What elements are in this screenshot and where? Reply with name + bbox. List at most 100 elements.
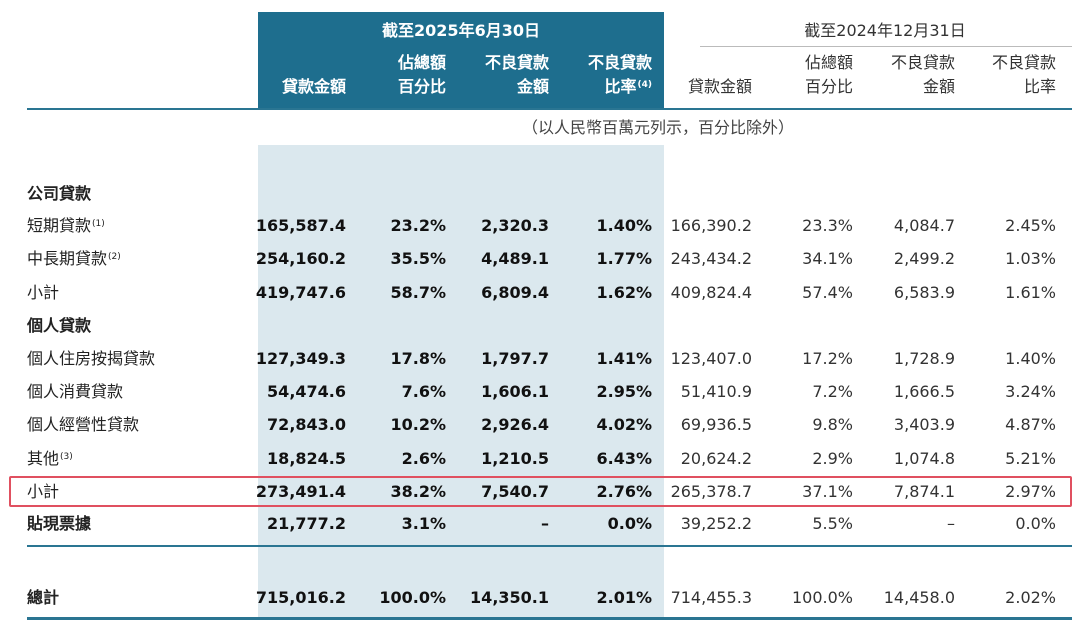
table-cell: 273,491.4	[255, 482, 346, 501]
table-cell: 4,084.7	[893, 216, 955, 235]
col-header-line1: 佔總額	[804, 53, 853, 72]
row-label: 中長期貸款(2)	[27, 249, 121, 269]
table-cell: 1.41%	[596, 349, 652, 368]
col-header-line2: 百分比	[356, 77, 446, 97]
table-cell: 34.1%	[802, 249, 853, 268]
total-cell: 100.0%	[791, 588, 853, 607]
row-label-text: 公司貸款	[27, 184, 92, 203]
total-cell: 14,350.1	[470, 588, 549, 607]
row-label: 個人貸款	[27, 316, 91, 336]
table-cell: 1,728.9	[893, 349, 955, 368]
table-cell: 2.76%	[596, 482, 652, 501]
table-cell: 6,583.9	[893, 283, 955, 302]
table-cell: 2.45%	[1005, 216, 1056, 235]
row-label-text: 貼現票據	[27, 514, 92, 533]
row-label-text: 個人住房按揭貸款	[27, 349, 156, 368]
row-label-text: 個人貸款	[27, 316, 92, 335]
table-cell: 20,624.2	[680, 449, 752, 468]
row-label: 公司貸款	[27, 184, 91, 204]
table-cell: 0.0%	[1015, 514, 1056, 533]
table-cell: 3.24%	[1005, 382, 1056, 401]
row-label: 小計	[27, 482, 59, 502]
table-cell: 265,378.7	[670, 482, 752, 501]
table-cell: 1.61%	[1005, 283, 1056, 302]
table-cell: 2,926.4	[481, 415, 549, 434]
col-header-line2: 百分比	[763, 77, 853, 97]
col-header-label: 金額	[516, 77, 549, 96]
table-cell: 54,474.6	[267, 382, 346, 401]
table-cell: 57.4%	[802, 283, 853, 302]
header-rule	[27, 108, 1072, 110]
table-cell: 1,074.8	[893, 449, 955, 468]
col-header-line1: 佔總額	[397, 53, 446, 72]
table-cell: 2.95%	[596, 382, 652, 401]
table-cell: 7,874.1	[893, 482, 955, 501]
period-2024-title: 截至2024年12月31日	[804, 21, 966, 40]
col-header-line1: 不良貸款	[991, 53, 1056, 72]
total-label: 總計	[27, 588, 60, 607]
col-header-line1: 不良貸款	[484, 53, 549, 72]
col-header-line2: 貸款金額	[642, 77, 752, 97]
table-cell: 2.97%	[1005, 482, 1056, 501]
col-header-label: 百分比	[397, 77, 446, 96]
table-cell: 6.43%	[596, 449, 652, 468]
total-cell: 2.01%	[596, 588, 652, 607]
table-cell: 35.5%	[390, 249, 446, 268]
total-cell: 100.0%	[379, 588, 446, 607]
table-cell: 2,499.2	[893, 249, 955, 268]
table-cell: 7.2%	[812, 382, 853, 401]
row-label: 貼現票據	[27, 514, 91, 534]
row-label: 短期貸款(1)	[27, 216, 105, 236]
table-cell: 1,797.7	[481, 349, 549, 368]
table-cell: 254,160.2	[255, 249, 346, 268]
row-label-text: 個人經營性貸款	[27, 415, 140, 434]
total-cell: 14,458.0	[883, 588, 955, 607]
period-2025-title: 截至2025年6月30日	[382, 21, 540, 40]
row-label-text: 小計	[27, 283, 60, 302]
col-header-line2: 金額	[855, 77, 955, 97]
table-cell: 1.03%	[1005, 249, 1056, 268]
table-cell: 1,606.1	[481, 382, 549, 401]
table-cell: 2,320.3	[481, 216, 549, 235]
table-cell: 10.2%	[390, 415, 446, 434]
table-cell: 1.62%	[596, 283, 652, 302]
row-label-text: 中長期貸款	[27, 249, 108, 268]
table-cell: 1.40%	[1005, 349, 1056, 368]
table-cell: 21,777.2	[267, 514, 346, 533]
highlight-box	[9, 476, 1072, 507]
table-cell: 7,540.7	[481, 482, 549, 501]
table-cell: 166,390.2	[670, 216, 752, 235]
table-cell: 123,407.0	[670, 349, 752, 368]
table-cell: 18,824.5	[267, 449, 346, 468]
table-cell: 51,410.9	[680, 382, 752, 401]
table-cell: 69,936.5	[680, 415, 752, 434]
bottom-rule	[27, 617, 1072, 620]
table-cell: 1,666.5	[893, 382, 955, 401]
table-cell: 3.1%	[401, 514, 446, 533]
table-cell: 6,809.4	[481, 283, 549, 302]
total-cell: 714,455.3	[670, 588, 752, 607]
col-header-line1: 不良貸款	[587, 53, 652, 72]
table-cell: 3,403.9	[893, 415, 955, 434]
col-header-label: 百分比	[804, 77, 853, 96]
col-header-line2: 貸款金額	[236, 77, 346, 97]
table-cell: 4.02%	[596, 415, 652, 434]
row-label-text: 其他	[27, 449, 60, 468]
table-cell: 1.40%	[596, 216, 652, 235]
table-cell: 409,824.4	[670, 283, 752, 302]
col-header-line2: 比率	[956, 77, 1056, 97]
unit-note: （以人民幣百萬元列示，百分比除外）	[521, 118, 794, 137]
col-header-label: 貸款金額	[687, 77, 752, 96]
period-2024-rule	[700, 46, 1072, 47]
table-cell: 72,843.0	[267, 415, 346, 434]
table-cell: 2.6%	[401, 449, 446, 468]
table-cell: 4,489.1	[481, 249, 549, 268]
table-cell: 23.3%	[802, 216, 853, 235]
table-cell: 38.2%	[390, 482, 446, 501]
footnote-marker: (2)	[108, 252, 121, 262]
table-cell: 39,252.2	[680, 514, 752, 533]
footnote-marker: (3)	[60, 452, 73, 462]
row-label-text: 小計	[27, 482, 60, 501]
table-cell: –	[541, 514, 549, 533]
row-label: 個人消費貸款	[27, 382, 123, 402]
